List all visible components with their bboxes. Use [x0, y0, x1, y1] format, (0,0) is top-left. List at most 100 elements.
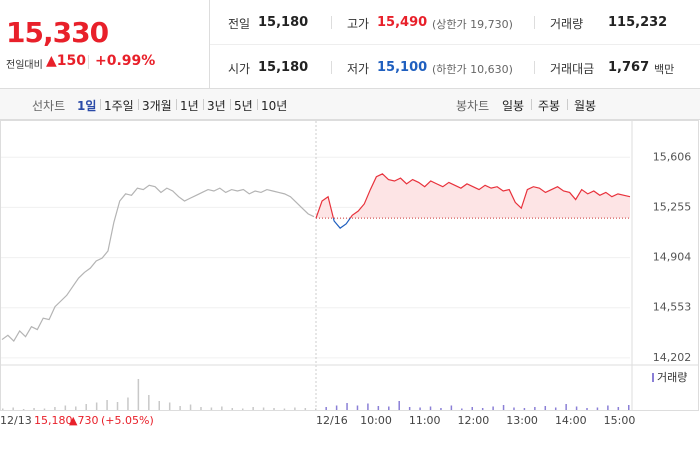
y-tick-label: 15,255: [653, 200, 692, 213]
volume-bar: [377, 406, 380, 410]
stat-label: 전일: [228, 17, 251, 31]
divider: [203, 99, 204, 110]
divider: [210, 44, 700, 45]
volume-bar: [231, 408, 234, 410]
stat-label: 고가: [347, 17, 370, 31]
volume-bar: [64, 405, 67, 410]
volume-bar: [325, 407, 327, 410]
x-tick-label: 11:00: [409, 414, 441, 427]
volume-bar: [523, 408, 526, 410]
volume-bar: [596, 407, 599, 410]
volume-bar: [544, 406, 547, 410]
volume-bar: [367, 403, 369, 410]
x-tick-label: 15:00: [604, 414, 636, 427]
volume-bar: [294, 407, 296, 410]
volume-bar: [356, 405, 359, 410]
y-tick-label: 15,606: [653, 150, 692, 163]
stat-value: 15,180: [258, 60, 309, 75]
divider: [209, 0, 210, 88]
divider: [100, 99, 101, 110]
change: ▲150: [46, 53, 86, 69]
volume-bar: [221, 406, 223, 410]
candle-tab[interactable]: 일봉: [502, 99, 525, 113]
volume-bar: [534, 407, 536, 410]
stat-value: 15,490: [377, 15, 428, 30]
volume-bar: [148, 395, 150, 410]
volume-bar: [12, 407, 14, 410]
period-tab[interactable]: 1일: [77, 99, 97, 113]
volume-bar: [575, 406, 578, 410]
divider: [534, 61, 535, 74]
volume-bar: [22, 409, 25, 410]
volume-bar: [168, 402, 171, 410]
volume-bar: [429, 406, 432, 410]
volume-bar: [283, 408, 286, 410]
volume-bar: [189, 404, 192, 410]
volume-bar: [95, 402, 98, 410]
y-tick-label: 14,553: [653, 301, 692, 314]
volume-bar: [481, 408, 484, 410]
x-tick-label: 10:00: [360, 414, 392, 427]
y-tick-label: 14,904: [653, 251, 692, 264]
x-tick-label: 12/16: [316, 414, 348, 427]
y-tick-label: 14,202: [653, 351, 692, 364]
volume-bar: [513, 407, 515, 410]
chart: 15,606 15,255 14,904 14,553 14,202 거래량 12/13 12…: [0, 120, 699, 427]
divider: [531, 99, 532, 110]
volume-bar: [471, 407, 473, 410]
annotation-close: 15,180: [34, 414, 73, 427]
period-tab[interactable]: 10년: [261, 99, 288, 113]
volume-bar: [85, 404, 87, 410]
volume-bar: [617, 407, 620, 410]
stat-value: 115,232: [608, 15, 668, 30]
volume-bar: [628, 405, 630, 410]
volume-bar: [335, 405, 338, 410]
volume-bar: [43, 408, 46, 410]
volume-bar: [304, 408, 307, 410]
volume-bar: [408, 407, 411, 410]
volume-bar: [137, 379, 140, 410]
stat-label: 거래대금: [550, 62, 595, 76]
volume-bar: [586, 408, 588, 410]
period-tab[interactable]: 3개월: [142, 99, 172, 113]
volume-bar: [252, 407, 254, 410]
volume-bar: [158, 401, 160, 410]
volume-bar: [116, 402, 119, 410]
stat-label: 거래량: [550, 17, 584, 31]
x-tick-label: 14:00: [555, 414, 587, 427]
divider: [567, 99, 568, 110]
volume-bar: [346, 403, 348, 410]
volume-bar: [492, 406, 494, 410]
volume-bar: [565, 404, 567, 410]
volume-bar: [315, 408, 317, 410]
candle-tab[interactable]: 월봉: [574, 99, 597, 113]
volume-bar: [450, 405, 453, 410]
stat-label: 시가: [228, 62, 251, 76]
tab-label: 선차트: [32, 99, 66, 113]
candle-tab[interactable]: 주봉: [538, 99, 561, 113]
stat-label: 저가: [347, 62, 370, 76]
period-tab[interactable]: 1년: [180, 99, 199, 113]
divider: [176, 99, 177, 110]
volume-bar: [262, 407, 265, 410]
divider: [230, 99, 231, 110]
x-tick-label: 12:00: [458, 414, 490, 427]
volume-bar: [398, 401, 400, 410]
price-line: [315, 173, 631, 219]
tab-label: 봉차트: [456, 99, 490, 113]
stat-note: (하한가 10,630): [432, 63, 513, 76]
volume-bar: [440, 408, 442, 410]
legend-label: 거래량: [657, 371, 687, 384]
period-tab[interactable]: 5년: [234, 99, 253, 113]
plot-frame: [0, 120, 699, 411]
divider: [331, 61, 332, 74]
volume-bar: [273, 408, 275, 410]
volume-bar: [2, 408, 4, 410]
volume-bar: [241, 408, 244, 410]
volume-bar: [210, 407, 213, 410]
period-tab[interactable]: 1주일: [104, 99, 134, 113]
stat-value: 15,180: [258, 15, 309, 30]
period-tab[interactable]: 3년: [207, 99, 226, 113]
volume-bar: [502, 405, 505, 410]
